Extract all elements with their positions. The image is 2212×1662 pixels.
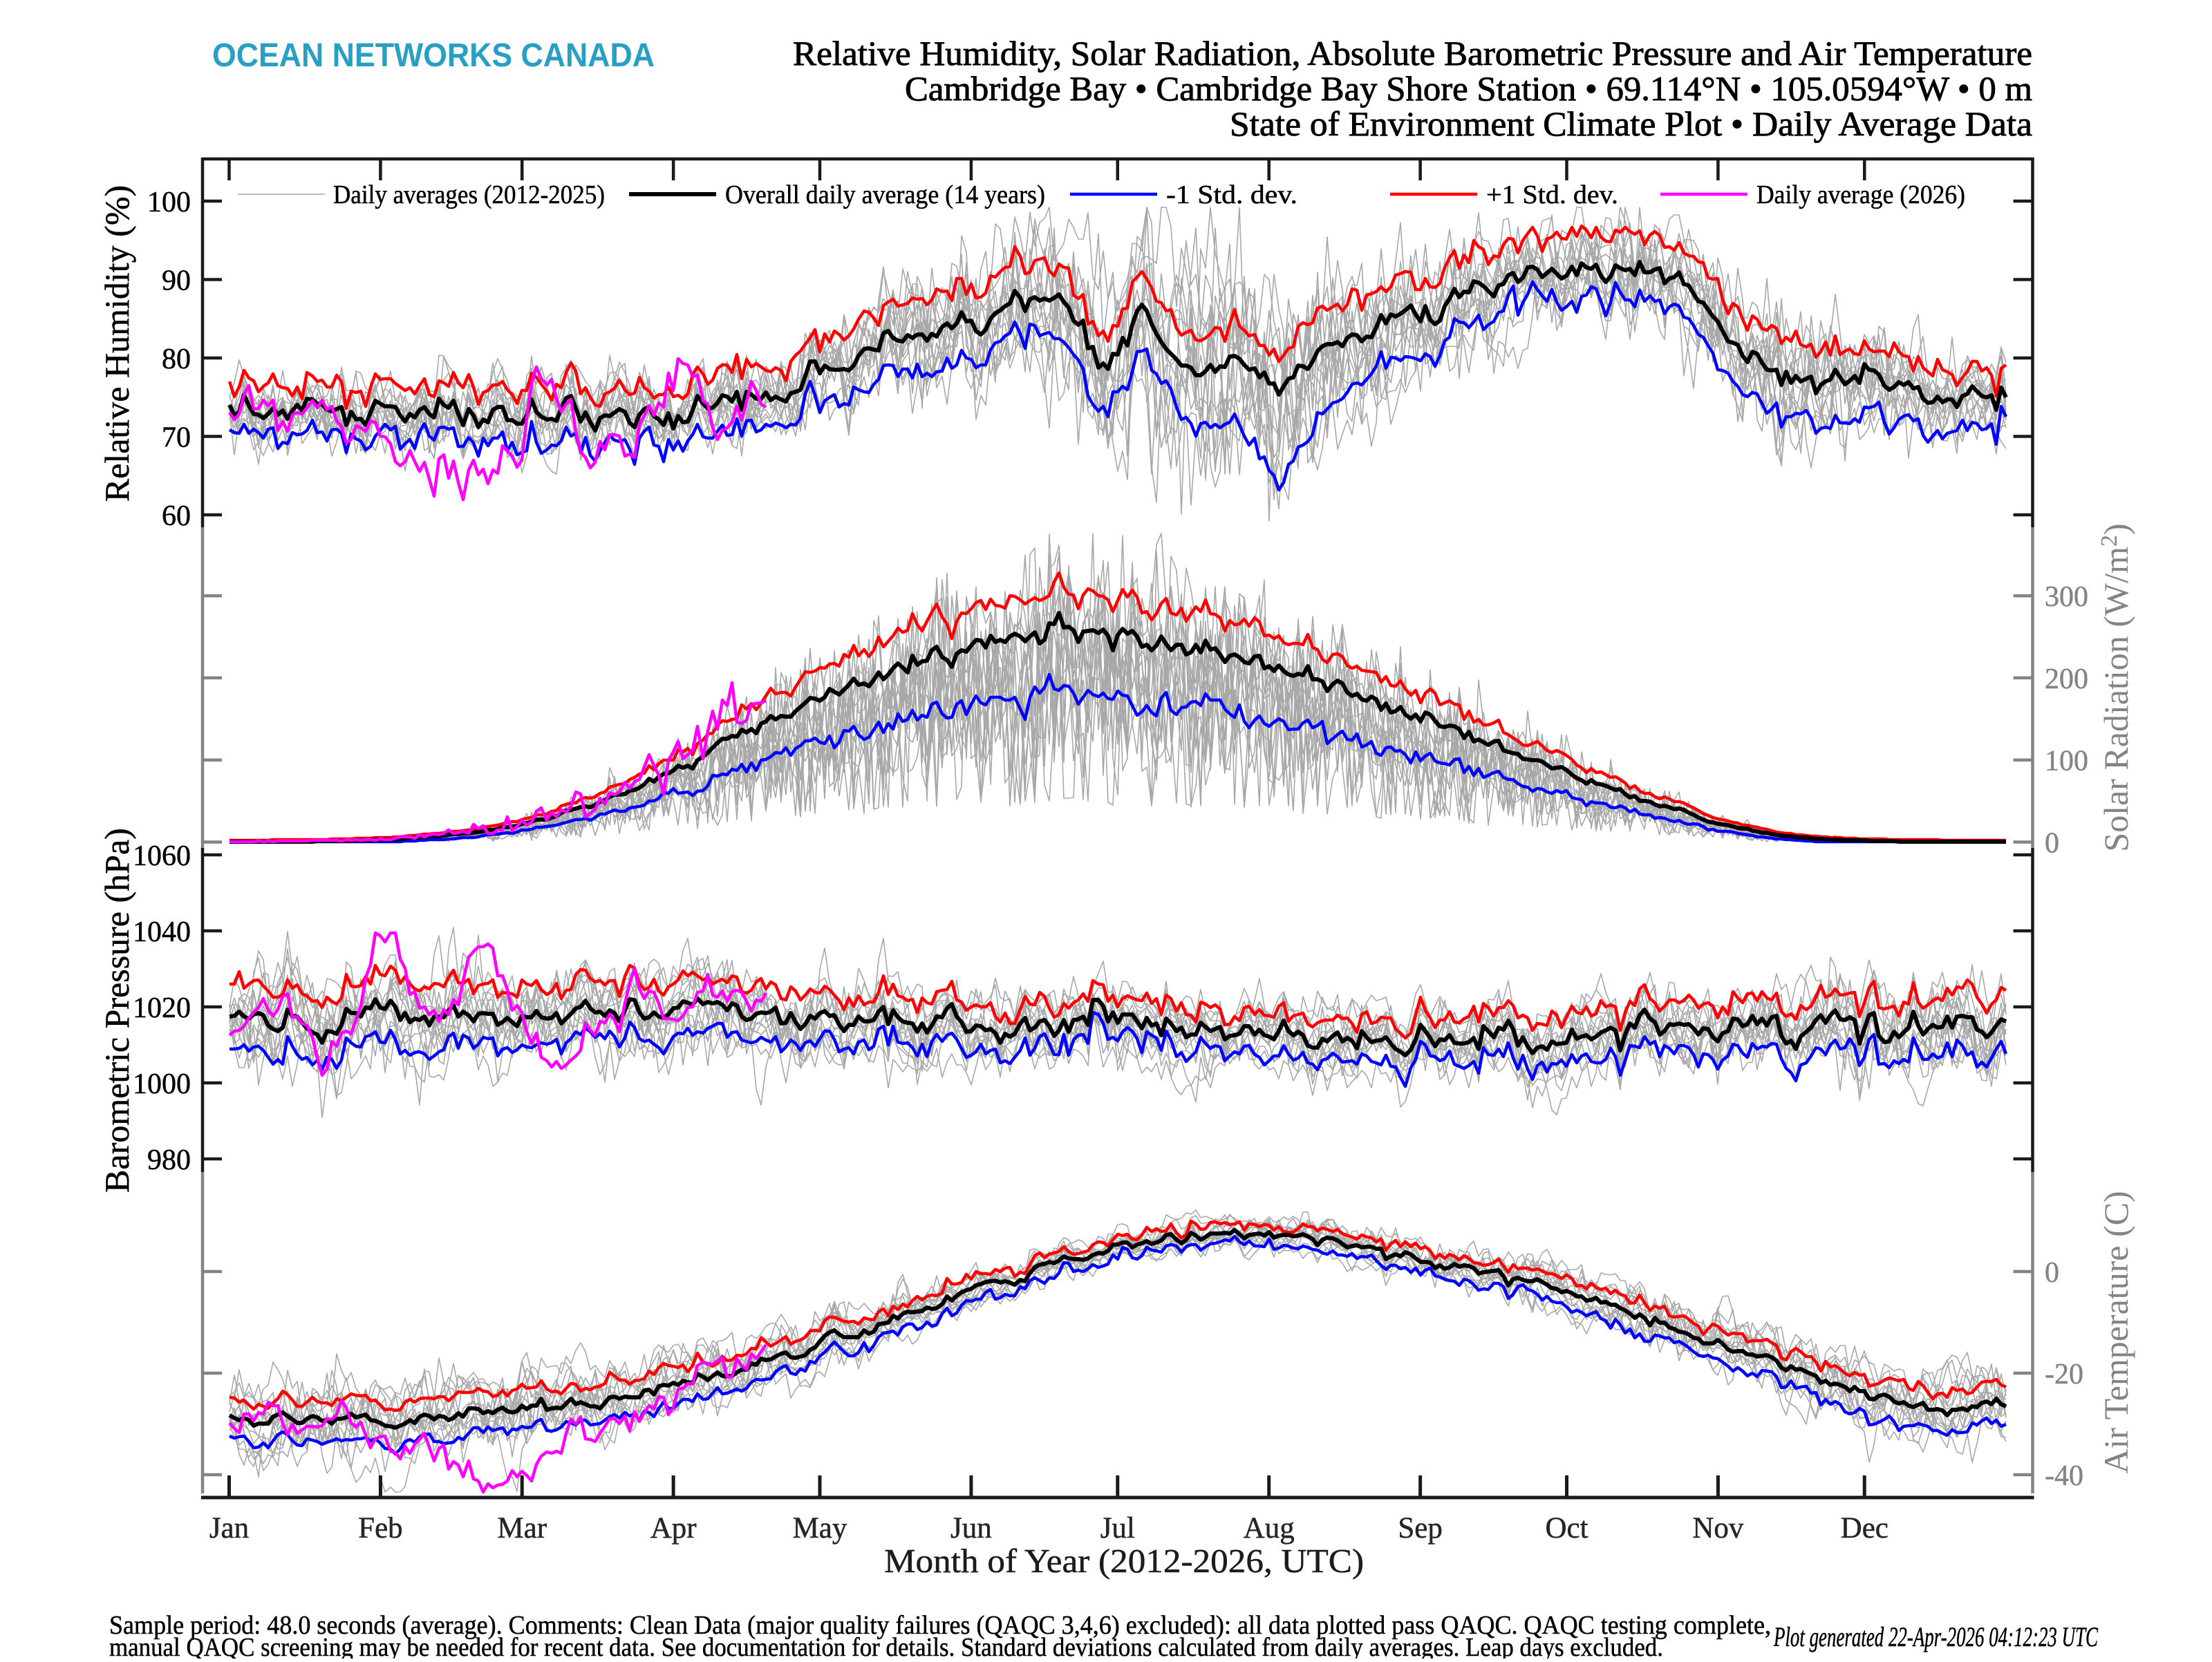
svg-text:Jun: Jun: [950, 1512, 992, 1545]
svg-text:80: 80: [162, 343, 191, 375]
svg-text:Month of Year (2012-2026, UTC): Month of Year (2012-2026, UTC): [884, 1542, 1364, 1580]
svg-text:1020: 1020: [133, 992, 191, 1024]
svg-text:Feb: Feb: [358, 1512, 403, 1545]
svg-text:100: 100: [2045, 746, 2088, 777]
svg-text:Overall daily average (14 year: Overall daily average (14 years): [725, 180, 1045, 209]
svg-text:980: 980: [147, 1144, 191, 1176]
svg-text:Relative Humidity, Solar Radia: Relative Humidity, Solar Radiation, Abso…: [793, 34, 2032, 73]
svg-text:Sample period: 48.0 seconds (a: Sample period: 48.0 seconds (average). C…: [109, 1611, 1771, 1640]
svg-text:70: 70: [162, 422, 191, 454]
svg-text:Relative Humidity (%): Relative Humidity (%): [97, 185, 136, 502]
svg-text:Solar Radiation (W/m2): Solar Radiation (W/m2): [2097, 523, 2135, 851]
svg-text:Apr: Apr: [650, 1512, 697, 1545]
svg-text:OCEAN NETWORKS CANADA: OCEAN NETWORKS CANADA: [212, 37, 655, 74]
svg-text:Oct: Oct: [1545, 1512, 1588, 1545]
svg-text:1000: 1000: [133, 1068, 191, 1100]
svg-text:100: 100: [147, 187, 191, 218]
svg-text:200: 200: [2045, 663, 2088, 695]
svg-text:90: 90: [162, 265, 191, 297]
svg-text:Plot generated 22-Apr-2026 04:: Plot generated 22-Apr-2026 04:12:23 UTC: [1773, 1621, 2099, 1652]
svg-text:Jan: Jan: [209, 1512, 249, 1545]
svg-text:Daily averages (2012-2025): Daily averages (2012-2025): [333, 180, 605, 209]
svg-text:Dec: Dec: [1841, 1512, 1888, 1545]
svg-text:1040: 1040: [133, 916, 191, 948]
svg-text:Jul: Jul: [1100, 1512, 1135, 1545]
svg-text:manual QAQC screening may be n: manual QAQC screening may be needed for …: [109, 1633, 1663, 1659]
svg-text:300: 300: [2045, 581, 2088, 613]
svg-text:Mar: Mar: [497, 1512, 547, 1545]
svg-text:-1 Std. dev.: -1 Std. dev.: [1166, 180, 1297, 209]
svg-text:Daily average (2026): Daily average (2026): [1756, 180, 1965, 209]
svg-text:Nov: Nov: [1692, 1512, 1744, 1545]
svg-text:May: May: [793, 1512, 847, 1545]
svg-text:Sep: Sep: [1398, 1512, 1443, 1545]
svg-text:0: 0: [2045, 828, 2059, 860]
svg-text:1060: 1060: [133, 840, 191, 872]
svg-text:Cambridge Bay • Cambridge Bay: Cambridge Bay • Cambridge Bay Shore Stat…: [905, 69, 2032, 108]
svg-text:Air Temperature (C): Air Temperature (C): [2097, 1191, 2135, 1473]
svg-text:0: 0: [2045, 1257, 2059, 1289]
svg-text:-40: -40: [2045, 1460, 2083, 1492]
svg-text:Barometric Pressure (hPa): Barometric Pressure (hPa): [97, 828, 136, 1193]
svg-text:60: 60: [162, 500, 191, 532]
svg-text:-20: -20: [2045, 1359, 2083, 1390]
svg-text:State of Environment Climate P: State of Environment Climate Plot • Dail…: [1230, 104, 2032, 143]
svg-text:+1 Std. dev.: +1 Std. dev.: [1486, 180, 1618, 209]
svg-text:Aug: Aug: [1244, 1512, 1295, 1545]
